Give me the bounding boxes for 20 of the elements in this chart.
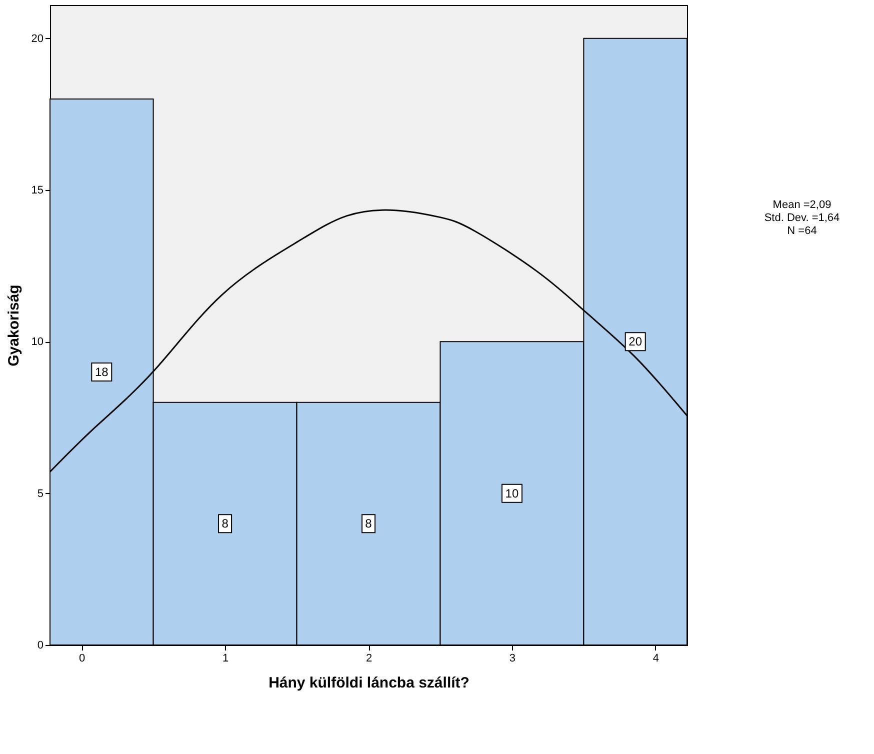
- data-label: 8: [222, 516, 229, 531]
- data-label: 20: [628, 334, 642, 349]
- y-tick-label: 5: [37, 488, 44, 500]
- y-tick-label: 20: [31, 32, 44, 45]
- text: Std. Dev. =1,64: [764, 212, 840, 224]
- x-tick-label: 0: [79, 652, 86, 664]
- x-tick-label: 4: [652, 652, 659, 664]
- data-label: 8: [365, 516, 372, 531]
- data-label: 18: [94, 365, 109, 380]
- x-tick-label: 2: [366, 652, 372, 664]
- data-label: 10: [505, 486, 519, 500]
- x-tick-label: 1: [222, 652, 229, 664]
- y-tick-label: 15: [31, 184, 44, 197]
- x-tick-label: 3: [509, 652, 516, 664]
- y-axis-title: Gyakoriság: [5, 284, 22, 366]
- y-tick-label: 0: [37, 640, 44, 652]
- x-axis-title: Hány külföldi láncba szállít?: [268, 674, 470, 692]
- y-tick-label: 10: [31, 336, 44, 348]
- text: N =64: [787, 225, 817, 237]
- text: Mean =2,09: [772, 199, 832, 211]
